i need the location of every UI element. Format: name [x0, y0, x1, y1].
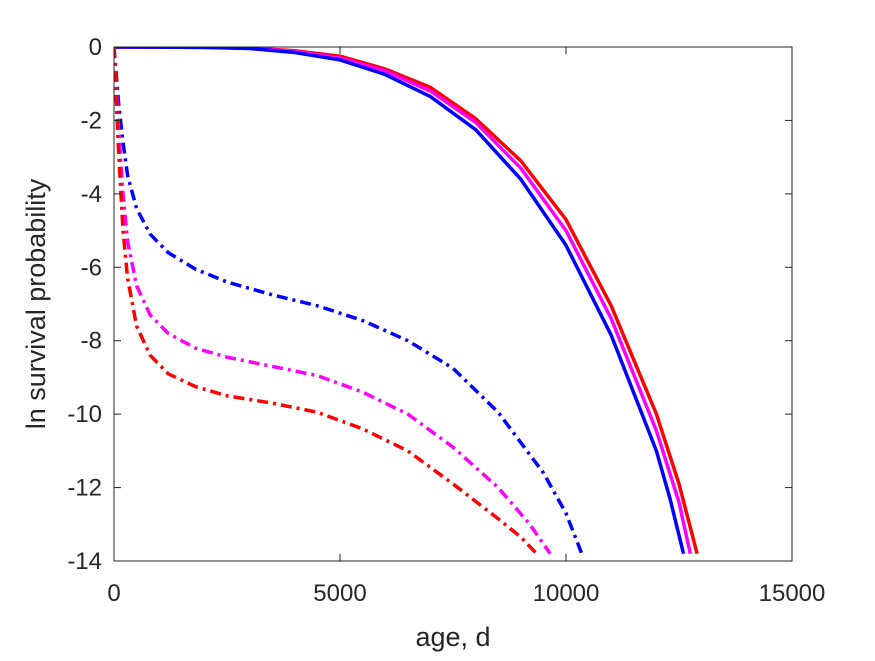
plot-frame: [113, 46, 793, 562]
x-tick-label: 0: [107, 580, 120, 607]
y-tick-label: -14: [67, 548, 102, 575]
y-tick-label: -2: [81, 107, 102, 134]
series-line-3-solid: [114, 47, 686, 555]
series-line-4-dashdot: [114, 47, 584, 555]
y-tick-label: -6: [81, 254, 102, 281]
series-line-2-solid: [114, 47, 693, 555]
y-axis-label: ln survival probability: [21, 178, 51, 429]
x-axis-label: age, d: [415, 622, 490, 652]
y-tick-label: -4: [81, 181, 102, 208]
y-tick-label: -8: [81, 328, 102, 355]
series-line-5-dashdot: [114, 47, 552, 555]
x-tick-label: 10000: [533, 580, 600, 607]
x-tick-label: 15000: [759, 580, 826, 607]
x-tick-label: 5000: [313, 580, 366, 607]
y-tick-label: -12: [67, 475, 102, 502]
y-tick-label: 0: [89, 34, 102, 61]
series-line-6-dashdot: [114, 47, 538, 555]
series-line-1-solid: [114, 47, 699, 555]
y-tick-label: -10: [67, 401, 102, 428]
